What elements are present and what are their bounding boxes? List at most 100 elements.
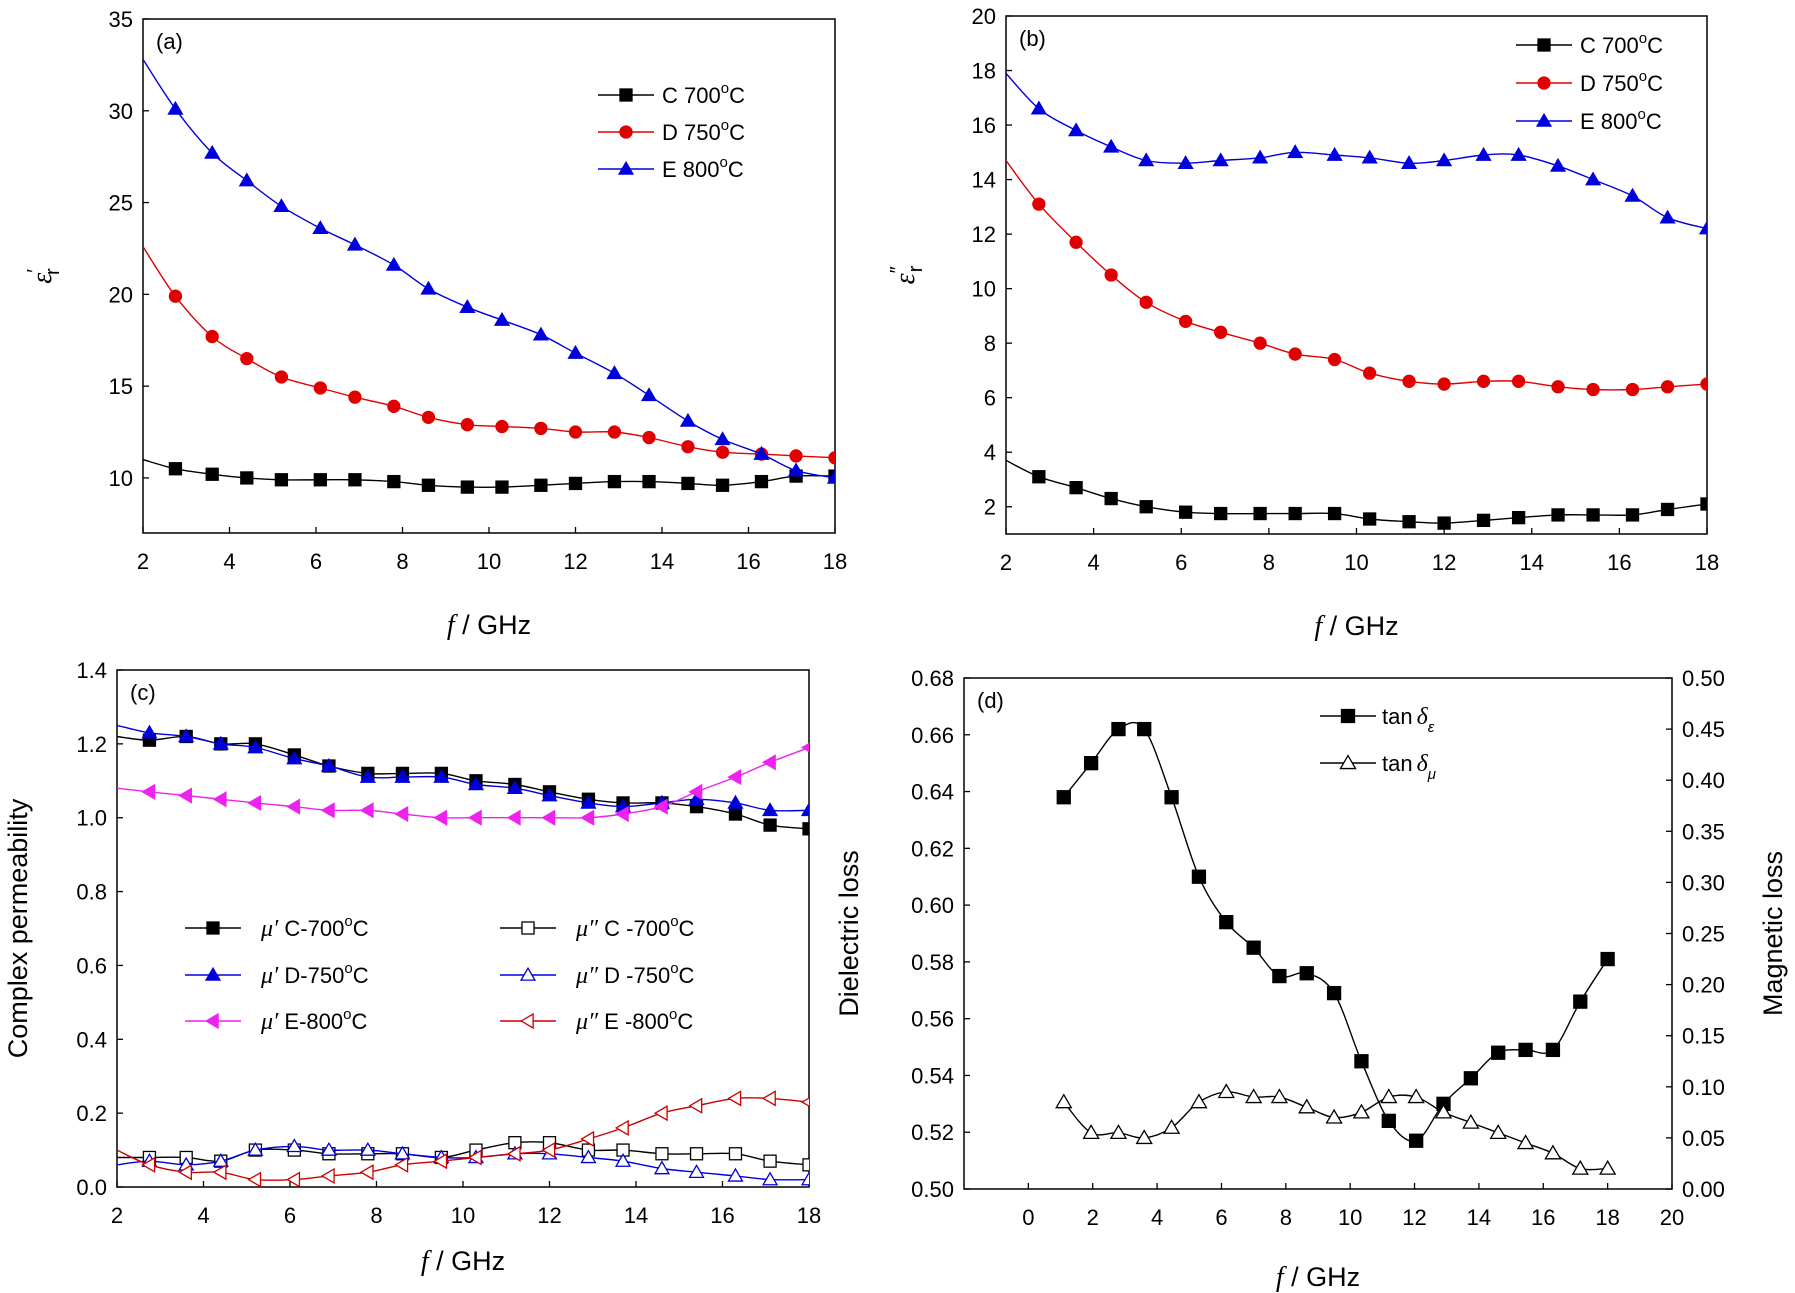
data-point [1491,1045,1506,1060]
x-axis-label: f / GHz [447,610,531,641]
data-point [541,787,558,802]
data-point [1476,513,1491,528]
legend-label-unit: C [1647,71,1663,96]
legend-label-text: E 800 [662,157,720,182]
x-tick-label: 4 [197,1203,209,1228]
data-point [761,1171,779,1186]
data-point [800,1097,809,1107]
y-right-tick-label: 0.10 [1682,1075,1725,1100]
y-right-tick-label: 0.40 [1682,768,1725,793]
legend-label-sup: o [670,960,678,977]
data-point [394,1145,411,1160]
legend-label-text: tan [1382,751,1413,776]
legend-label-sup: o [344,913,352,930]
data-point [607,425,622,439]
x-tick-label: 2 [1000,550,1012,575]
data-point [1625,382,1640,397]
data-point [1246,940,1261,955]
data-point [1103,138,1120,153]
data-point [1272,968,1287,984]
data-point [313,473,327,487]
panel-a: 2 4 6 8 10 12 14 16 18 10 15 20 25 30 35 (a) f / GHz ε′r C… [24,7,847,641]
legend-label-sup: o [670,913,678,930]
legend-label-text: D 750 [1580,71,1639,96]
y-right-tick-label: 0.30 [1682,870,1725,895]
data-point [1598,1159,1617,1175]
data-point [1361,149,1378,164]
data-point [681,476,695,491]
x-tick-label: 6 [284,1203,296,1228]
data-point [1489,1124,1507,1139]
x-tick-label: 18 [1695,550,1719,575]
legend-label-symbol: μ′ [260,1009,279,1035]
series-line [1063,1091,1608,1171]
y-tick-label: 0.0 [76,1175,107,1200]
x-tick-label: 14 [624,1203,648,1228]
data-point [274,473,289,487]
data-point [1551,380,1565,394]
legend-label-symbol: μ″ [575,1009,599,1035]
data-point [763,1154,777,1168]
legend-label: μ″ D -750oC [575,960,695,989]
data-point [1056,790,1071,805]
x-axis-label-italic: f [1276,1262,1287,1293]
legend-label-sup: o [720,154,728,171]
data-point [1352,1103,1371,1119]
y-tick-label: 1.0 [76,806,107,831]
panel-b: 2 4 6 8 10 12 14 16 18 2 4 6 8 10 12 14 16 18 20 (b) f / GHz… [887,4,1719,642]
data-point [534,478,548,492]
x-tick-label: 6 [1215,1205,1227,1230]
legend-label-text: E -800 [598,1009,669,1034]
legend-label-sub: ε [1428,719,1435,736]
x-tick-label: 18 [823,549,847,574]
legend-label-sup: o [1639,68,1647,85]
data-point [1083,756,1099,771]
data-point [1381,1113,1396,1129]
data-point [421,410,436,425]
data-point [459,299,476,313]
data-point [1212,152,1229,167]
data-point [1252,149,1269,164]
legend-label-unit: C [351,1009,367,1034]
y-tick-label: 15 [109,374,133,399]
data-point [1402,374,1416,388]
y-tick-label: 0.6 [76,953,107,978]
y-right-tick-label: 0.20 [1682,973,1725,998]
y-tick-label: 20 [972,4,996,29]
legend-label-sup: o [1638,106,1646,123]
data-point [655,1147,669,1161]
legend-label-text: C -700 [598,916,670,941]
data-point [1600,951,1615,967]
legend-label-symbol: μ′ [260,916,279,942]
data-point [761,802,779,817]
data-point [1700,497,1707,511]
data-point [1069,235,1083,249]
data-point [580,794,597,809]
legend-label: tan δε [1382,704,1435,736]
legend-label: tan δμ [1382,751,1436,783]
data-point [1475,146,1492,161]
data-point [642,474,656,489]
x-axis-label-italic: f [1314,611,1325,642]
data-point [141,724,158,739]
data-point [247,1171,262,1187]
data-point [789,449,803,463]
series-2 [143,246,835,465]
data-point [1055,1093,1073,1109]
data-point [240,471,254,485]
data-point [1573,994,1588,1009]
y-tick-label: 2 [984,495,996,520]
data-point [320,1167,335,1185]
data-point [568,425,583,439]
data-point [141,783,156,800]
legend-marker [204,1012,219,1030]
data-point [714,431,731,446]
data-point [1270,1088,1289,1104]
y-tick-label: 0.62 [911,836,954,861]
data-point [1288,506,1302,521]
data-point [1327,506,1342,521]
data-point [606,365,623,380]
data-point [1111,721,1126,737]
legend-marker [617,160,635,175]
data-point [286,750,303,765]
